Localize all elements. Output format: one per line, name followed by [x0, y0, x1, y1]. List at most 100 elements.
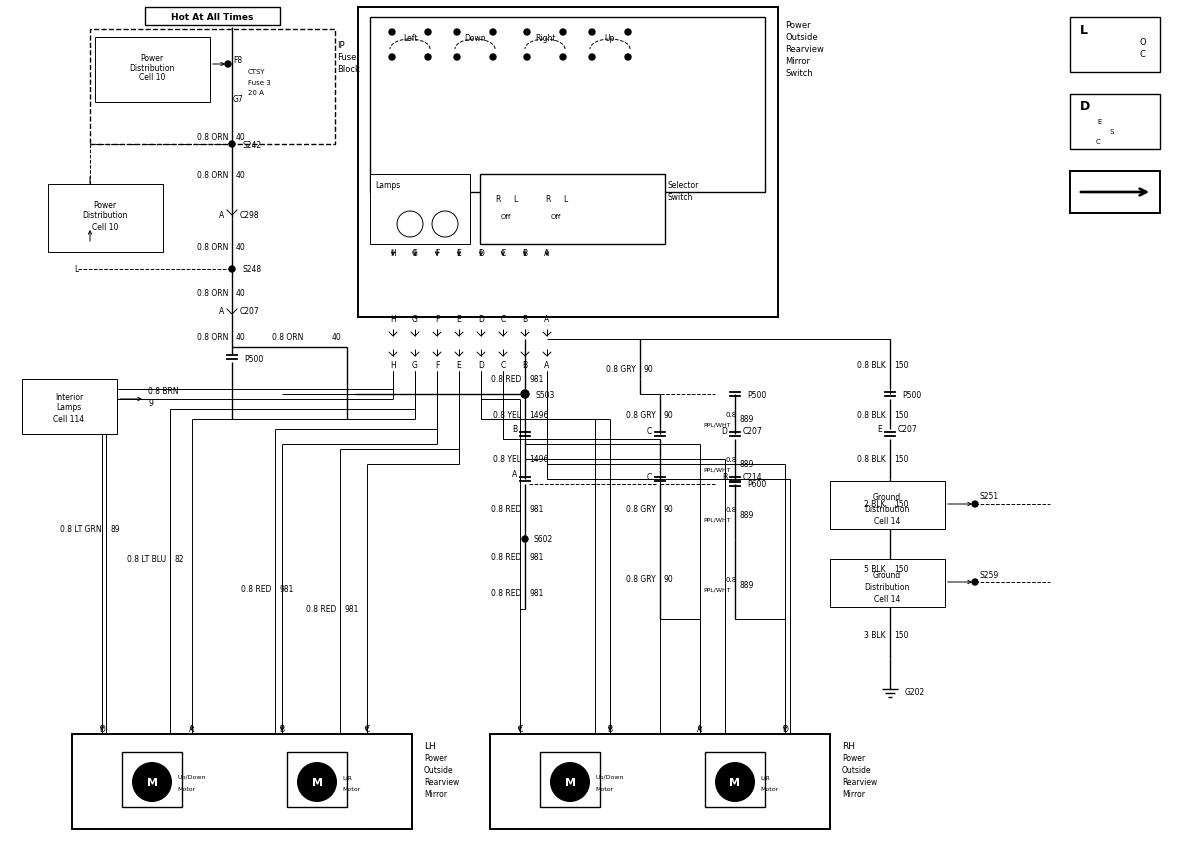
Bar	[830, 560, 946, 608]
Text: B: B	[522, 360, 528, 369]
Text: F8: F8	[233, 56, 242, 64]
Circle shape	[625, 55, 631, 61]
Text: O: O	[1140, 37, 1147, 46]
Text: Right: Right	[535, 34, 556, 42]
Text: 2 BLK: 2 BLK	[864, 500, 886, 509]
Text: 0.8 RED: 0.8 RED	[491, 587, 521, 597]
Text: Ground: Ground	[872, 571, 901, 580]
Text: H: H	[390, 248, 396, 257]
Text: 0.8 ORN: 0.8 ORN	[197, 242, 228, 252]
Text: 0.8 GRY: 0.8 GRY	[606, 365, 636, 374]
Text: Hot At All Times: Hot At All Times	[170, 13, 253, 21]
Text: Distribution: Distribution	[864, 505, 910, 514]
Text: 0.8 RED: 0.8 RED	[491, 375, 521, 384]
Text: F: F	[434, 248, 439, 257]
Text: A: A	[511, 470, 517, 479]
Text: Lamps: Lamps	[376, 181, 401, 189]
Text: E: E	[1098, 119, 1102, 125]
Text: E: E	[457, 315, 461, 324]
Bar	[1070, 95, 1160, 150]
Text: Ground: Ground	[872, 493, 901, 502]
Text: 0.8: 0.8	[725, 412, 737, 418]
Text: G: G	[412, 315, 418, 324]
Text: M: M	[564, 777, 576, 787]
Text: Outside: Outside	[785, 32, 817, 41]
Text: 0.8 YEL: 0.8 YEL	[493, 410, 521, 419]
Text: 0.8 ORN: 0.8 ORN	[197, 170, 228, 179]
Text: Switch: Switch	[668, 192, 694, 201]
Text: D: D	[478, 248, 484, 257]
Text: 150: 150	[894, 500, 908, 509]
Text: C: C	[1140, 50, 1146, 58]
Text: 89: 89	[110, 525, 120, 534]
Text: Block: Block	[337, 64, 360, 73]
Text: A: A	[190, 725, 194, 733]
Text: 0.8 BLK: 0.8 BLK	[857, 360, 886, 369]
Text: 981: 981	[529, 587, 544, 597]
Circle shape	[972, 579, 978, 585]
Text: 0.8 RED: 0.8 RED	[241, 585, 271, 594]
Text: M: M	[730, 777, 740, 787]
Text: S503: S503	[535, 390, 554, 399]
Text: A: A	[697, 725, 703, 733]
Circle shape	[298, 762, 337, 802]
Bar	[22, 380, 118, 435]
Text: D: D	[478, 360, 484, 369]
Text: Fuse 3: Fuse 3	[248, 80, 271, 86]
Text: Selector: Selector	[668, 181, 700, 189]
Text: 150: 150	[894, 565, 908, 574]
Circle shape	[550, 762, 590, 802]
Text: Cell 10: Cell 10	[92, 222, 118, 231]
Text: Rearview: Rearview	[842, 777, 877, 787]
Text: B: B	[607, 725, 612, 733]
Text: C: C	[517, 725, 523, 733]
Circle shape	[229, 267, 235, 273]
Text: Distribution: Distribution	[864, 583, 910, 592]
Text: RH: RH	[842, 742, 854, 750]
Text: B: B	[522, 315, 528, 324]
Text: Lamps: Lamps	[56, 403, 82, 412]
Text: B: B	[722, 473, 727, 482]
Text: Rearview: Rearview	[424, 777, 460, 787]
Text: E: E	[877, 425, 882, 434]
Text: G7: G7	[233, 95, 244, 105]
Text: M: M	[312, 777, 323, 787]
Circle shape	[524, 30, 530, 36]
Text: C207: C207	[743, 427, 763, 436]
Text: 981: 981	[344, 605, 359, 614]
Text: D: D	[100, 725, 104, 733]
Text: Power: Power	[842, 754, 865, 763]
Bar	[358, 8, 778, 317]
Text: C214: C214	[743, 473, 763, 482]
Text: 981: 981	[529, 505, 544, 514]
Text: Motor: Motor	[595, 787, 613, 792]
Text: Motor: Motor	[760, 787, 779, 792]
Text: IP: IP	[337, 41, 344, 50]
Text: 5 BLK: 5 BLK	[864, 565, 886, 574]
Text: 0.8 YEL: 0.8 YEL	[493, 455, 521, 464]
Text: 889: 889	[739, 415, 754, 424]
Circle shape	[560, 30, 566, 36]
Text: L: L	[563, 195, 568, 204]
Text: Motor: Motor	[178, 787, 196, 792]
Bar	[540, 752, 600, 807]
Text: 981: 981	[529, 553, 544, 562]
Bar	[480, 175, 665, 245]
Text: G: G	[412, 360, 418, 369]
Circle shape	[715, 762, 755, 802]
Text: 0.8: 0.8	[725, 506, 737, 512]
Bar	[1070, 172, 1160, 214]
Text: 0.8 BRN: 0.8 BRN	[148, 387, 179, 396]
Text: P600: P600	[746, 480, 767, 489]
Bar	[122, 752, 182, 807]
Text: P500: P500	[244, 355, 263, 364]
Circle shape	[972, 501, 978, 507]
Text: 1496: 1496	[529, 455, 548, 464]
Text: D: D	[721, 427, 727, 436]
Text: 889: 889	[739, 580, 754, 589]
Text: Interior: Interior	[55, 392, 83, 401]
Text: G202: G202	[905, 688, 925, 696]
Text: Mirror: Mirror	[842, 790, 865, 798]
Text: B: B	[280, 725, 284, 733]
Text: C: C	[647, 427, 652, 436]
